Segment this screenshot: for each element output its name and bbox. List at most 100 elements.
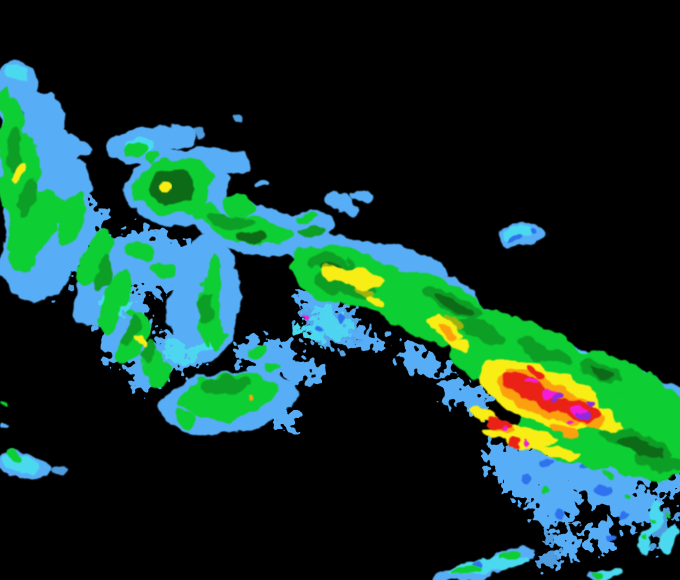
radar-cell-magenta [524, 441, 530, 445]
radar-cell-green [450, 564, 486, 576]
radar-cell-green [127, 144, 145, 156]
radar-cell-green [150, 261, 176, 279]
radar-cell-cyan [296, 321, 324, 343]
radar-cell-green [642, 534, 648, 538]
radar-cell-green [221, 195, 253, 217]
radar-cell-green [207, 319, 223, 351]
radar-cell-blue [44, 253, 72, 291]
radar-cell-green_darker [616, 437, 664, 459]
radar-cell-blue_deep [595, 485, 609, 495]
radar-cell-cyan [660, 526, 676, 554]
radar-cell-blue [271, 412, 299, 428]
radar-cell-green [176, 410, 196, 426]
radar-cell-purple [576, 408, 590, 420]
radar-cell-green [648, 518, 654, 524]
radar-cell-orange [547, 425, 577, 439]
radar-cell-green [147, 360, 173, 388]
radar-cell-blue_deep [337, 315, 345, 321]
radar-cell-cyan [160, 340, 196, 364]
radar-cell-blue_deep [540, 458, 550, 466]
radar-cell-blue_deep [522, 475, 534, 485]
radar-cell-red [486, 418, 514, 430]
radar-cell-blue_deep [475, 560, 485, 566]
radar-cell-blue [554, 528, 578, 564]
radar-cell-blue [46, 129, 70, 147]
radar-cell-blue [536, 552, 560, 568]
radar-cell-blue_deep [318, 327, 326, 333]
radar-cell-magenta [498, 426, 506, 432]
radar-cell-green [664, 513, 670, 519]
radar-cell-green [600, 470, 610, 478]
radar-cell-blue_deep [606, 532, 614, 538]
radar-cell-green_darker [235, 232, 265, 244]
radar-cell-yellow [449, 335, 473, 353]
radar-cell-yellow [364, 294, 384, 306]
radar-cell-cyan [647, 502, 663, 534]
radar-cell-blue [606, 485, 658, 529]
radar-cell-blue [394, 345, 446, 379]
radar-cell-blue [52, 464, 68, 476]
radar-cell-purple [552, 395, 560, 401]
radar-cell-green [125, 241, 155, 263]
radar-cell-green_dark [16, 177, 38, 219]
radar-cell-yellow [133, 335, 149, 349]
radar-cell-green [57, 192, 87, 244]
radar-cell-green [543, 489, 551, 495]
radar-cell-green [264, 363, 280, 373]
radar-cell-green [145, 152, 159, 160]
radar-cell-green [128, 310, 142, 320]
radar-cell-green [99, 269, 131, 331]
radar-cell-green_dark [205, 214, 251, 230]
radar-cell-olive [441, 314, 463, 328]
radar-cell-blue [352, 189, 374, 203]
radar-cell-green [624, 494, 632, 500]
radar-cell-yellow [162, 183, 168, 193]
radar-cell-green_dark [121, 316, 139, 348]
radar-cell-green_darker [147, 170, 197, 204]
radar-cell-green_darker [588, 367, 616, 381]
radar-cell-blue [324, 190, 360, 218]
radar-cell-cyan [6, 64, 24, 80]
radar-cell-blue_deep [527, 230, 535, 236]
radar-cell-blue [582, 523, 614, 549]
radar-cell-olive [353, 286, 377, 296]
radar-cell-green [0, 402, 8, 408]
radar-cell-blue [232, 116, 244, 124]
radar-cell-red [536, 395, 562, 411]
radar-cell-green_dark [454, 316, 506, 344]
radar-cell-blue_deep [555, 511, 565, 519]
radar-cell-orange [440, 325, 458, 339]
radar-cell-green [79, 227, 111, 289]
radar-cell-green_dark [519, 340, 571, 364]
radar-cell-green [8, 232, 42, 274]
radar-cell-green [182, 402, 238, 422]
radar-cell-cyan [638, 529, 652, 555]
radar-cell-blue [544, 532, 560, 544]
radar-cell-green [500, 551, 520, 561]
radar-cell-orange [247, 397, 253, 401]
radar-cell-magenta [305, 316, 311, 320]
radar-cell-green_dark [93, 251, 113, 293]
radar-cell-yellow [324, 266, 380, 288]
radar-cell-blue [440, 379, 490, 411]
radar-cell-green_dark [6, 127, 22, 177]
radar-cell-magenta [528, 379, 538, 385]
radar-cell-blue [0, 423, 7, 429]
radar-cell-blue [657, 476, 679, 500]
radar-cell-green_dark [198, 291, 212, 325]
radar-cell-yellow [10, 164, 22, 184]
radar-cell-red [506, 439, 520, 447]
radar-cell-blue [193, 129, 207, 137]
radar-cell-red [528, 366, 548, 378]
radar-cell-green_dark [299, 227, 325, 237]
radar-cell-purple [586, 401, 594, 407]
radar-cell-green [246, 346, 264, 358]
radar-cell-green [295, 211, 317, 223]
radar-cell-orange [522, 371, 554, 389]
radar-cell-green_darker [435, 294, 475, 316]
radar-cell-blue [531, 477, 581, 527]
radar-cell-blue [253, 180, 271, 188]
radar-cell-blue [278, 358, 322, 386]
radar-cell-blue_deep [620, 511, 630, 519]
